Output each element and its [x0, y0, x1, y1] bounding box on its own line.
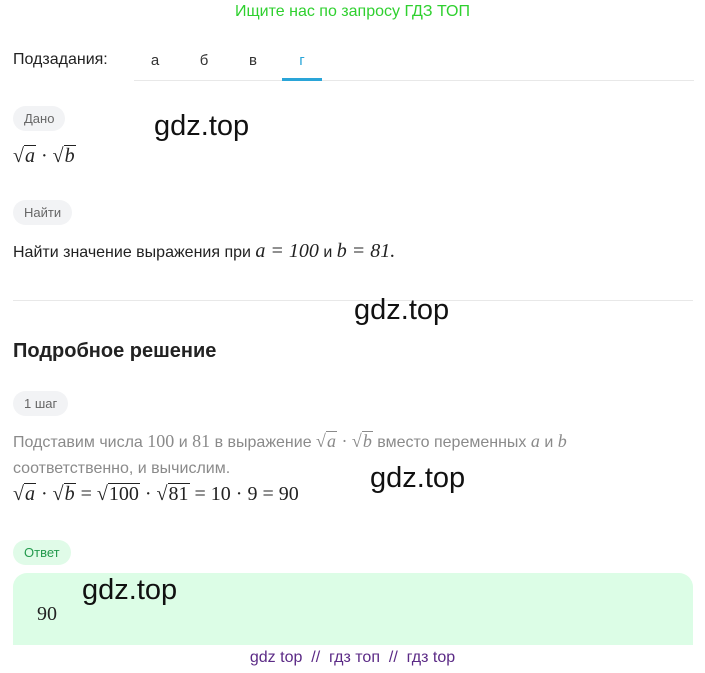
footer-links: gdz top // гдз топ // гдз top: [249, 649, 456, 666]
answer-badge: Ответ: [13, 540, 71, 565]
step-text: Подставим числа 100 и 81 в выражение √a …: [13, 431, 567, 477]
answer-value: 90: [37, 603, 57, 625]
watermark: gdz.top: [370, 462, 466, 494]
step-badge: 1 шаг: [13, 391, 69, 416]
answer-box: [13, 573, 693, 645]
subtask-tabs: а б в г: [134, 44, 694, 81]
tab-g[interactable]: г: [282, 52, 322, 81]
solution-equation: √a · √b = √100 · √81 = 10 · 9 = 90: [13, 483, 299, 505]
given-expression: √a · √b: [13, 145, 76, 167]
watermark: gdz.top: [154, 110, 250, 142]
given-badge: Дано: [13, 106, 66, 131]
subtasks-label: Подзадания:: [13, 51, 108, 68]
tab-b[interactable]: б: [199, 52, 209, 69]
tab-v[interactable]: в: [249, 52, 257, 69]
find-text: Найти значение выражения при a = 100 и b…: [13, 240, 396, 262]
find-badge: Найти: [13, 200, 73, 225]
tab-a[interactable]: а: [150, 52, 160, 69]
divider: [13, 300, 693, 301]
watermark: gdz.top: [82, 574, 178, 606]
promo-banner: Ищите нас по запросу ГДЗ ТОП: [235, 3, 470, 20]
watermark: gdz.top: [354, 294, 450, 326]
solution-title: Подробное решение: [13, 340, 217, 362]
